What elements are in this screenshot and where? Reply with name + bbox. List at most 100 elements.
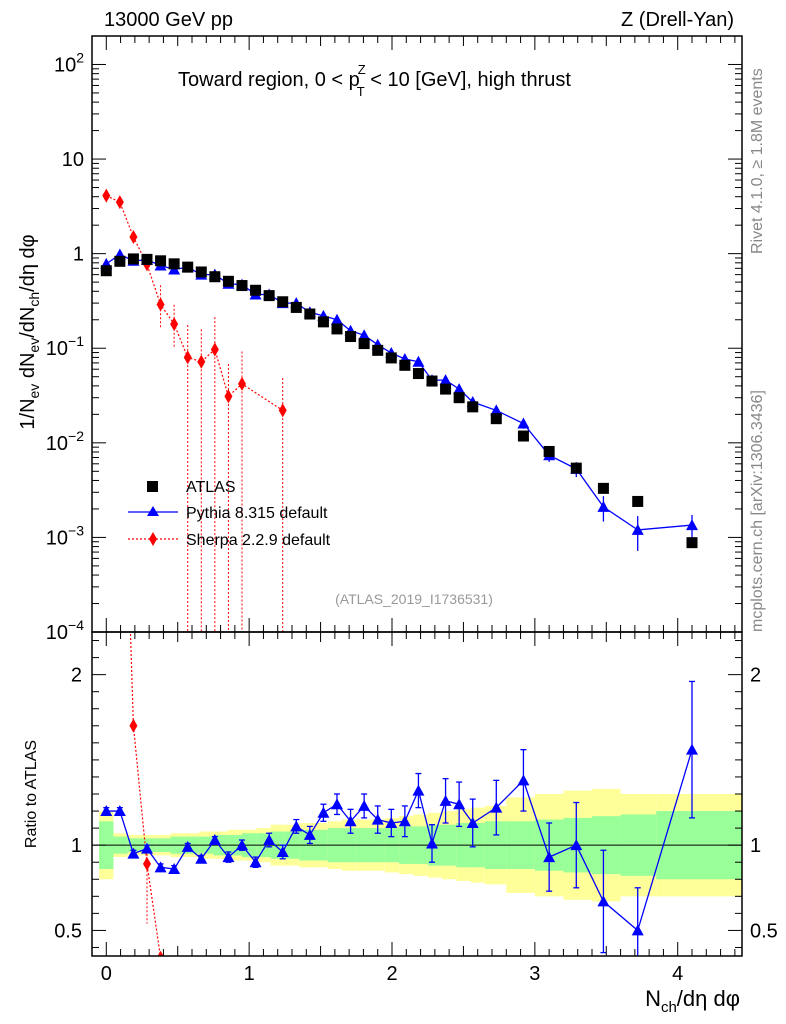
atlas-point xyxy=(453,392,465,404)
ratio-pythia-point xyxy=(344,815,357,827)
atlas-point xyxy=(114,255,126,267)
ratio-pythia-point xyxy=(453,798,466,810)
ratio-pythia-point xyxy=(127,847,140,859)
ratio-pythia-point xyxy=(686,743,698,755)
atlas-point xyxy=(155,255,167,267)
ratio-y-tick-label-right: 2 xyxy=(750,665,761,687)
ratio-pythia-point xyxy=(466,816,479,828)
ratio-sherpa-point xyxy=(129,718,138,733)
sherpa-point xyxy=(278,403,287,418)
sherpa-line xyxy=(106,195,284,411)
pythia-point xyxy=(490,404,503,416)
ratio-pythia-point xyxy=(249,856,262,868)
ratio-pythia-point xyxy=(100,805,113,817)
legend-pythia-marker xyxy=(147,506,159,516)
atlas-point xyxy=(372,344,384,356)
ratio-pythia-point xyxy=(412,784,425,796)
atlas-point xyxy=(195,266,207,278)
atlas-point xyxy=(467,401,479,413)
ratio-pythia-point xyxy=(490,801,503,813)
pythia-point xyxy=(517,417,530,429)
legend-atlas-marker xyxy=(147,481,158,492)
ratio-pythia-point xyxy=(168,863,181,875)
ratio-y-tick-label-right: 1 xyxy=(750,835,761,857)
ratio-pythia-point xyxy=(358,799,371,811)
atlas-point xyxy=(236,280,248,292)
legend-sherpa-label: Sherpa 2.2.9 default xyxy=(186,532,331,549)
ratio-sherpa-point xyxy=(116,292,124,306)
ratio-pythia-point xyxy=(597,895,610,907)
y-tick-label: 10 xyxy=(62,149,84,171)
main-y-axis-label: 1/Nev dNev/dNch/dη dφ xyxy=(17,234,42,429)
analysis-id-label: (ATLAS_2019_I1736531) xyxy=(335,591,493,607)
y-tick-label: 10−4 xyxy=(46,617,84,644)
atlas-point xyxy=(490,413,502,425)
ratio-pythia-point xyxy=(113,805,126,817)
atlas-point xyxy=(168,258,180,270)
ratio-pythia-point xyxy=(385,816,398,828)
x-tick-label: 3 xyxy=(529,963,540,985)
atlas-point xyxy=(127,253,139,265)
atlas-point xyxy=(686,537,698,549)
legend: ATLAS Pythia 8.315 default Sherpa 2.2.9 … xyxy=(128,479,331,549)
ratio-y-tick-label: 0.5 xyxy=(54,920,82,942)
x-tick-label: 2 xyxy=(386,963,397,985)
atlas-point xyxy=(141,253,153,265)
ratio-pythia-point xyxy=(371,813,384,825)
ratio-pythia-point xyxy=(222,851,235,863)
ratio-plot-panel: 0.5 0.5 1 1 2 2 0 1 2 3 4 xyxy=(54,292,778,985)
ratio-pythia-point xyxy=(303,828,316,840)
ratio-pythia-point xyxy=(154,861,167,873)
pythia-point xyxy=(331,313,343,325)
plot-title: Toward region, 0 < pZ T < 10 [GeV], high … xyxy=(178,62,571,99)
ratio-pythia-point xyxy=(290,820,303,832)
x-tick-label: 0 xyxy=(101,963,112,985)
atlas-point xyxy=(345,331,357,343)
header-process: Z (Drell-Yan) xyxy=(621,9,734,31)
atlas-point xyxy=(209,271,221,283)
atlas-point xyxy=(543,445,555,457)
ratio-pythia-point xyxy=(517,774,530,786)
ratio-y-tick-label: 2 xyxy=(71,665,82,687)
ratio-pythia-point xyxy=(317,806,330,818)
pythia-point xyxy=(412,355,425,367)
y-tick-label: 10−2 xyxy=(46,428,84,455)
ratio-pythia-point xyxy=(236,839,248,851)
ratio-pythia-point xyxy=(276,845,289,857)
atlas-point xyxy=(317,316,329,328)
sherpa-point xyxy=(115,195,124,210)
atlas-point xyxy=(290,301,302,313)
legend-pythia-label: Pythia 8.315 default xyxy=(186,505,328,522)
atlas-point xyxy=(182,261,194,273)
ratio-sherpa-point xyxy=(157,950,164,956)
atlas-point xyxy=(399,359,411,371)
legend-atlas-label: ATLAS xyxy=(186,479,236,496)
y-tick-label: 102 xyxy=(54,49,84,76)
rivet-version-label: Rivet 4.1.0, ≥ 1.8M events xyxy=(749,68,766,254)
main-plot-panel: 102 10 1 10−1 10−2 10−3 10−4 xyxy=(46,35,743,644)
ratio-pythia-point xyxy=(331,798,343,810)
atlas-point xyxy=(570,462,582,474)
ratio-pythia-point xyxy=(398,815,411,827)
atlas-point xyxy=(331,323,343,335)
y-tick-label: 10−1 xyxy=(46,333,84,360)
x-axis-label: Nch/dη dφ xyxy=(645,986,740,1016)
y-tick-label: 1 xyxy=(73,244,84,266)
atlas-point xyxy=(222,275,234,287)
ratio-pythia-point xyxy=(631,924,644,936)
atlas-point xyxy=(250,284,262,296)
ratio-pythia-point xyxy=(141,842,153,854)
mcplots-label: mcplots.cern.ch [arXiv:1306.3436] xyxy=(749,390,766,632)
atlas-point xyxy=(304,308,316,320)
atlas-point xyxy=(263,290,275,302)
atlas-point xyxy=(100,265,112,277)
atlas-point xyxy=(632,495,644,507)
atlas-point xyxy=(277,296,289,308)
atlas-point xyxy=(426,375,438,387)
x-tick-label: 1 xyxy=(244,963,255,985)
ratio-y-tick-label: 1 xyxy=(71,835,82,857)
sherpa-point xyxy=(183,350,192,365)
ratio-pythia-point xyxy=(263,834,276,846)
ratio-pythia-point xyxy=(181,840,194,852)
